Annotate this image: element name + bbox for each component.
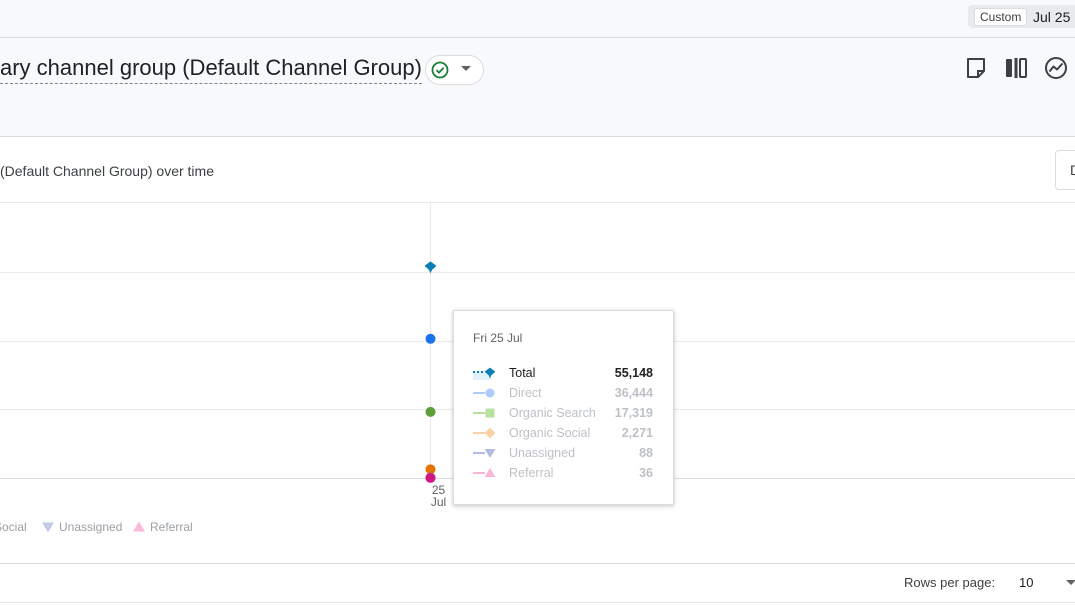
legend-marker-icon [133, 521, 145, 532]
data-point-direct [425, 333, 436, 344]
series-marker [484, 468, 496, 478]
status-dropdown[interactable] [425, 55, 484, 85]
series-symbol-icon [473, 367, 496, 380]
tooltip-series-value: 55,148 [614, 366, 653, 380]
check-circle-icon [431, 61, 449, 79]
tooltip-row: Direct 36,444 [473, 384, 653, 402]
chart-options-button[interactable]: D [1055, 150, 1075, 190]
tooltip-date: Fri 25 Jul [473, 331, 523, 345]
data-points [424, 261, 437, 483]
date-range-picker[interactable]: Custom Jul 25 [968, 5, 1075, 28]
note-icon[interactable] [964, 56, 988, 80]
x-tick-label: Jul [431, 495, 446, 509]
series-marker [484, 448, 496, 458]
caret-down-icon[interactable] [1066, 580, 1075, 586]
insights-icon[interactable] [1044, 56, 1068, 80]
tooltip-series-value: 36,444 [614, 386, 653, 400]
tooltip-series-name: Direct [509, 386, 542, 400]
legend-marker [133, 521, 145, 532]
data-point-organic-social [425, 464, 436, 475]
tooltip-row: Organic Search 17,319 [473, 404, 653, 422]
footer-divider [0, 563, 1075, 564]
page-title[interactable]: ary channel group (Default Channel Group… [0, 54, 422, 84]
report-header: ary channel group (Default Channel Group… [0, 38, 1075, 137]
tooltip-series-name: Referral [509, 466, 554, 480]
series-marker [484, 367, 496, 379]
rows-per-page-label: Rows per page: [904, 575, 996, 590]
series-symbol-icon [473, 448, 496, 458]
x-tick-label: 25 [432, 483, 446, 497]
legend-item-social[interactable]: Social [0, 520, 27, 534]
series-symbol-icon [473, 427, 496, 439]
tooltip-series-name: Organic Search [509, 406, 596, 420]
tooltip-series-name: Organic Social [509, 426, 591, 440]
chart-tooltip: Fri 25 Jul Total 55,148 Direct 36,444 Organi… [453, 310, 674, 505]
chart-options-label: D [1070, 162, 1075, 178]
compare-icon[interactable] [1004, 56, 1028, 80]
data-point-total [424, 261, 437, 274]
chart-card-title: (Default Channel Group) over time [0, 163, 214, 179]
series-symbol-icon [473, 388, 495, 398]
rows-per-page-select[interactable]: 10 [1019, 575, 1034, 590]
tooltip-series-name: Total [509, 366, 536, 380]
tooltip-series-value: 88 [639, 446, 653, 460]
legend-marker-icon [42, 522, 54, 533]
caret-down-icon [461, 66, 471, 71]
top-bar: Custom Jul 25 [0, 0, 1075, 38]
date-preset-chip: Custom [974, 8, 1028, 26]
legend-label: Unassigned [59, 520, 123, 534]
card-divider [0, 202, 1075, 203]
tooltip-row: Referral 36 [473, 464, 653, 482]
tooltip-series-value: 17,319 [614, 406, 653, 420]
legend-label: Social [0, 520, 27, 534]
legend-label: Referral [150, 520, 193, 534]
series-marker [484, 427, 496, 439]
data-point-referral [425, 472, 436, 483]
series-symbol-icon [473, 408, 495, 418]
legend-marker [42, 522, 54, 533]
tooltip-row: Organic Social 2,271 [473, 424, 653, 442]
legend-item-referral[interactable]: Referral [133, 520, 193, 534]
data-point-organic-search [425, 406, 436, 417]
tooltip-series-value: 2,271 [621, 426, 653, 440]
tooltip-row: Unassigned 88 [473, 444, 653, 462]
tooltip-series-name: Unassigned [509, 446, 576, 460]
tooltip-series-value: 36 [639, 466, 653, 480]
series-marker [485, 388, 495, 398]
bottom-divider [0, 602, 1075, 603]
tooltip-row: Total 55,148 [473, 364, 653, 382]
date-range-value: Jul 25 [1033, 9, 1071, 25]
series-marker [485, 408, 495, 418]
series-symbol-icon [473, 468, 496, 478]
legend-item-unassigned[interactable]: Unassigned [42, 520, 122, 534]
